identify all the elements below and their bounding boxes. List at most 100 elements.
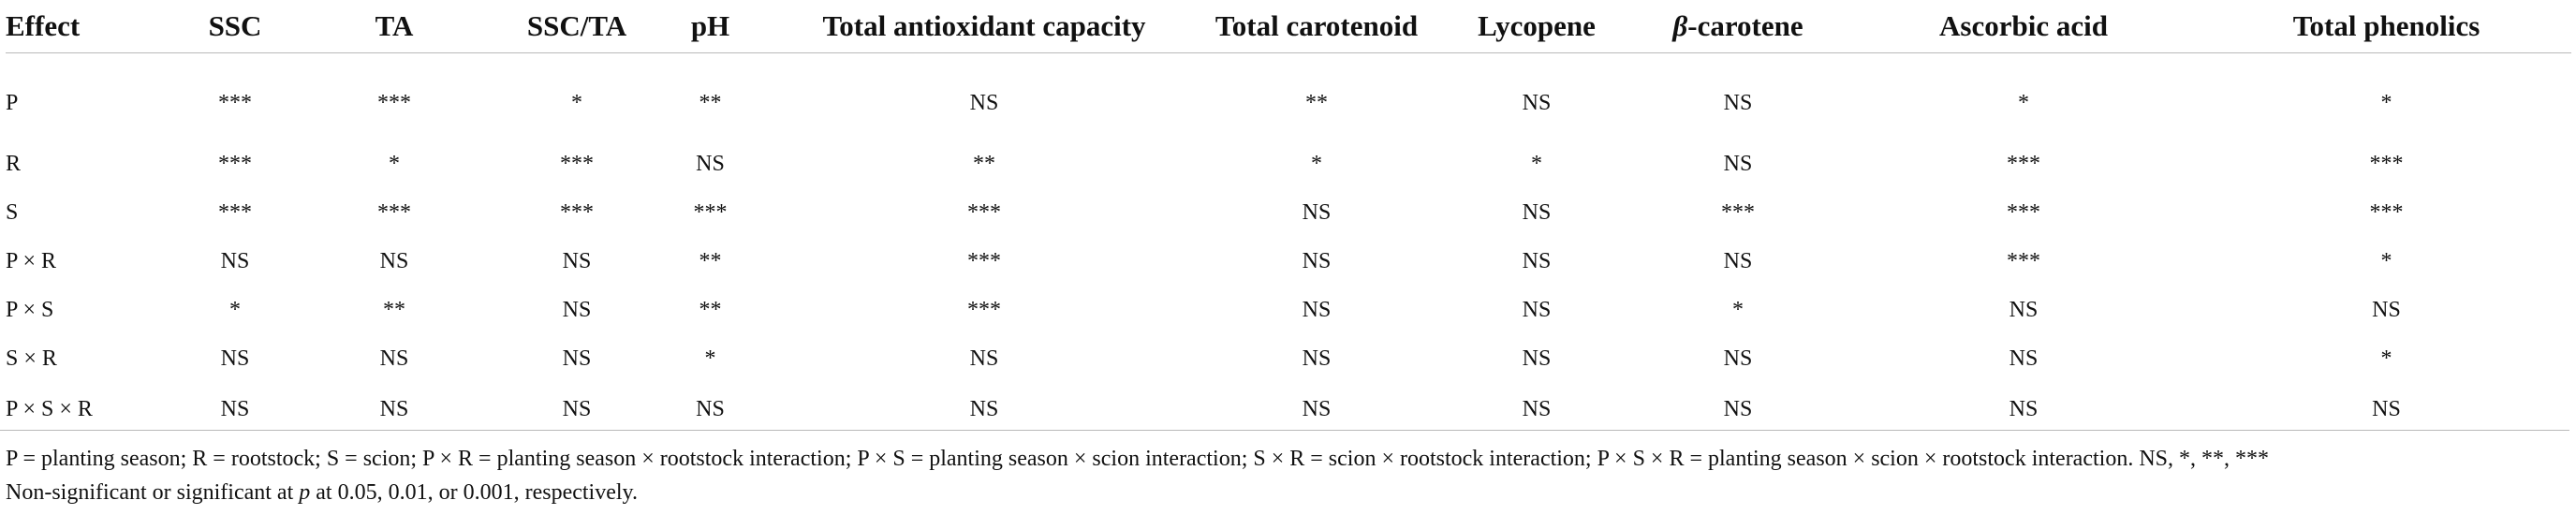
row-label-cell: R [6, 151, 22, 176]
table-cell: *** [2369, 199, 2404, 225]
table-cell: NS [2372, 396, 2401, 421]
table-cell: NS [1723, 90, 1753, 115]
table-cell: NS [1723, 346, 1753, 371]
table-cell: NS [1302, 199, 1332, 225]
column-header-beta-carotene: β-carotene [1630, 0, 1846, 53]
table-cell: NS [1522, 297, 1552, 322]
footnote-line-1: P = planting season; R = rootstock; S = … [6, 447, 2270, 471]
row-label-cell: S × R [6, 346, 57, 371]
table-cell: *** [560, 199, 594, 225]
table-cell: NS [2372, 297, 2401, 322]
table-cell: *** [2007, 199, 2040, 225]
table-cell: NS [969, 396, 999, 421]
table-row: P × R NS NS NS ** *** NS NS NS *** * [6, 237, 2571, 286]
table-cell: NS [2009, 396, 2039, 421]
table-cell: *** [967, 248, 1001, 273]
table-cell: *** [2369, 151, 2404, 176]
table-cell: *** [377, 199, 411, 225]
column-header-ph: pH [642, 0, 778, 53]
table-cell: NS [220, 396, 250, 421]
table-body: P *** *** * ** NS ** NS NS * * R *** * *… [6, 53, 2571, 436]
table-cell: NS [562, 297, 592, 322]
table-footnote: P = planting season; R = rootstock; S = … [6, 442, 2571, 509]
table-cell: NS [1522, 346, 1552, 371]
table-cell: * [2380, 90, 2392, 115]
table-cell: NS [379, 396, 409, 421]
table-cell: NS [969, 346, 999, 371]
table-cell: * [2018, 90, 2029, 115]
table-cell: *** [693, 199, 728, 225]
footnote-line-2-end: at 0.05, 0.01, or 0.001, respectively. [310, 480, 638, 505]
table-cell: NS [1302, 396, 1332, 421]
table-header: Effect SSC TA SSC/TA pH Total antioxidan… [6, 0, 2571, 53]
table-cell: *** [967, 199, 1001, 225]
table-cell: NS [1522, 199, 1552, 225]
beta-carotene-label: -carotene [1687, 9, 1803, 42]
table-cell: *** [2007, 151, 2040, 176]
column-header-total-carotenoid: Total carotenoid [1190, 0, 1443, 53]
table-row: P × S * ** NS ** *** NS NS * NS NS [6, 286, 2571, 334]
table-cell: * [2380, 346, 2392, 371]
table-cell: * [571, 90, 582, 115]
table-cell: * [1732, 297, 1744, 322]
row-label-cell: P × S × R [6, 396, 93, 421]
column-header-ssc-ta: SSC/TA [511, 0, 642, 53]
table-cell: * [229, 297, 241, 322]
footnote-line-2: Non-significant or significant at p at 0… [6, 476, 2571, 509]
table-cell: NS [969, 90, 999, 115]
table-cell: ** [1305, 90, 1328, 115]
table-cell: * [1531, 151, 1542, 176]
column-header-total-antioxidant-capacity: Total antioxidant capacity [778, 0, 1190, 53]
table-cell: NS [562, 346, 592, 371]
row-label-cell: P × S [6, 297, 54, 322]
table-cell: *** [1721, 199, 1755, 225]
table-cell: NS [1522, 248, 1552, 273]
table-cell: *** [218, 90, 252, 115]
table-cell: NS [220, 346, 250, 371]
column-header-total-phenolics: Total phenolics [2201, 0, 2571, 53]
column-header-lycopene: Lycopene [1443, 0, 1630, 53]
table-cell: * [704, 346, 716, 371]
column-header-ta: TA [277, 0, 511, 53]
table-cell: NS [1723, 248, 1753, 273]
table-cell: NS [1302, 346, 1332, 371]
table-cell: NS [696, 396, 725, 421]
table-cell: *** [218, 151, 252, 176]
table-cell: * [1311, 151, 1322, 176]
table-cell: ** [699, 297, 722, 322]
row-label-cell: P [6, 90, 19, 115]
table-bottom-rule [0, 430, 2569, 431]
table-cell: *** [560, 151, 594, 176]
column-header-ssc: SSC [193, 0, 277, 53]
beta-symbol: β [1672, 9, 1688, 42]
table-row: P × S × R NS NS NS NS NS NS NS NS NS NS [6, 383, 2571, 435]
table-cell: ** [973, 151, 995, 176]
table-cell: NS [1522, 90, 1552, 115]
column-header-ascorbic-acid: Ascorbic acid [1846, 0, 2201, 53]
table-row: S × R NS NS NS * NS NS NS NS NS * [6, 334, 2571, 383]
row-label-cell: P × R [6, 248, 56, 273]
footnote-line-2-start: Non-significant or significant at [6, 480, 300, 505]
table-cell: ** [699, 248, 722, 273]
table-cell: NS [562, 396, 592, 421]
footnote-p-symbol: p [299, 480, 311, 505]
table-cell: NS [2009, 297, 2039, 322]
table-cell: ** [699, 90, 722, 115]
results-table-container: Effect SSC TA SSC/TA pH Total antioxidan… [6, 0, 2571, 435]
table-cell: ** [383, 297, 405, 322]
table-cell: NS [696, 151, 725, 176]
table-cell: NS [1723, 396, 1753, 421]
table-cell: * [389, 151, 400, 176]
table-cell: NS [1302, 248, 1332, 273]
table-cell: NS [1723, 151, 1753, 176]
significance-table: Effect SSC TA SSC/TA pH Total antioxidan… [6, 0, 2571, 435]
table-cell: NS [1522, 396, 1552, 421]
table-cell: NS [220, 248, 250, 273]
table-cell: NS [379, 346, 409, 371]
table-cell: *** [218, 199, 252, 225]
header-row: Effect SSC TA SSC/TA pH Total antioxidan… [6, 0, 2571, 53]
table-cell: NS [2009, 346, 2039, 371]
table-cell: NS [562, 248, 592, 273]
table-cell: *** [377, 90, 411, 115]
table-cell: NS [379, 248, 409, 273]
